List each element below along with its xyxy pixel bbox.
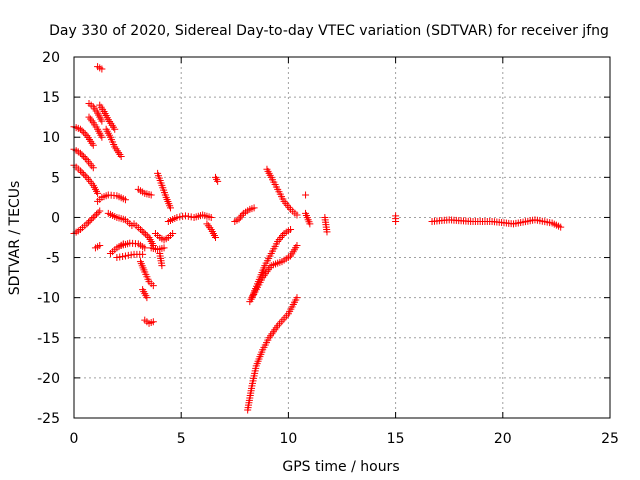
data-point: [76, 125, 84, 133]
data-point: [166, 204, 174, 212]
data-point: [149, 318, 157, 326]
data-point: [557, 223, 565, 231]
data-point: [116, 253, 124, 261]
axis-ticks: [73, 56, 611, 419]
data-point: [86, 217, 94, 225]
data-point: [173, 213, 181, 221]
data-point: [121, 196, 129, 204]
data-point: [80, 152, 88, 160]
data-point: [140, 229, 148, 237]
data-point: [121, 252, 129, 260]
data-point: [207, 213, 215, 221]
data-point: [143, 294, 151, 302]
data-point: [306, 220, 314, 228]
data-point: [142, 230, 150, 238]
data-point: [149, 282, 157, 290]
data-point: [76, 167, 84, 175]
y-tick-labels: -25 -20 -15 -10 -5 0 5 10 15 20: [37, 50, 60, 427]
data-point: [323, 228, 331, 236]
data-point: [78, 169, 86, 177]
data-point: [98, 65, 106, 73]
data-point: [176, 213, 184, 221]
data-point: [124, 251, 132, 259]
data-point: [136, 225, 144, 233]
data-point: [143, 232, 151, 240]
data-point: [94, 189, 102, 197]
data-point: [214, 177, 222, 185]
data-point: [96, 207, 104, 215]
y-tick-label: 10: [42, 130, 60, 146]
x-tick-label: 15: [387, 431, 405, 447]
data-point: [160, 244, 168, 252]
data-point: [81, 172, 89, 180]
x-tick-label: 10: [279, 431, 297, 447]
x-tick-label: 5: [177, 431, 186, 447]
data-point: [81, 154, 89, 162]
data-point: [392, 217, 400, 225]
data-point: [293, 242, 301, 250]
data-point: [169, 229, 177, 237]
data-point: [212, 234, 220, 241]
data-point: [89, 213, 97, 221]
data-point: [78, 151, 86, 159]
data-point: [89, 164, 97, 172]
data-point: [147, 191, 155, 199]
y-tick-label: 15: [42, 90, 60, 106]
data-point: [91, 212, 99, 220]
data-point: [80, 170, 88, 178]
data-point: [293, 294, 301, 302]
y-tick-label: 5: [51, 170, 60, 186]
data-point: [84, 218, 92, 226]
y-tick-label: -20: [37, 371, 60, 387]
data-point: [287, 225, 295, 233]
x-axis-label: GPS time / hours: [282, 459, 399, 475]
data-point: [293, 211, 301, 219]
x-tick-label: 20: [494, 431, 512, 447]
data-point: [119, 252, 127, 260]
x-tick-label: 0: [70, 431, 79, 447]
data-point: [113, 254, 121, 262]
chart-title: Day 330 of 2020, Sidereal Day-to-day VTE…: [49, 23, 609, 39]
data-point: [89, 141, 97, 149]
data-points: [70, 63, 565, 414]
data-point: [138, 227, 146, 235]
data-point: [139, 250, 147, 258]
data-point: [80, 128, 88, 136]
data-point: [76, 149, 84, 157]
data-point: [127, 251, 135, 259]
y-tick-label: -15: [37, 331, 60, 347]
data-point: [184, 212, 192, 220]
y-tick-label: -5: [46, 251, 60, 267]
data-point: [98, 117, 106, 125]
data-point: [158, 262, 166, 270]
data-point: [141, 244, 149, 252]
data-point: [81, 130, 89, 138]
data-point: [83, 220, 91, 228]
plot-frame: [73, 56, 611, 419]
data-point: [111, 125, 119, 133]
y-tick-label: -10: [37, 291, 60, 307]
data-point: [88, 215, 96, 223]
data-point: [96, 242, 104, 250]
data-point: [94, 209, 102, 217]
x-tick-label: 25: [601, 431, 619, 447]
y-tick-label: 20: [42, 50, 60, 66]
data-point: [98, 133, 106, 141]
data-point: [78, 127, 86, 135]
data-point: [302, 191, 310, 199]
grid-lines: [74, 57, 610, 418]
data-point: [117, 152, 125, 160]
data-point: [93, 210, 101, 218]
data-point: [250, 204, 258, 212]
y-tick-label: 0: [51, 210, 60, 226]
data-point: [181, 212, 189, 220]
x-tick-labels: 0 5 10 15 20 25: [70, 431, 619, 447]
y-axis-label: SDTVAR / TECUs: [7, 181, 23, 296]
y-tick-label: -25: [37, 411, 60, 427]
